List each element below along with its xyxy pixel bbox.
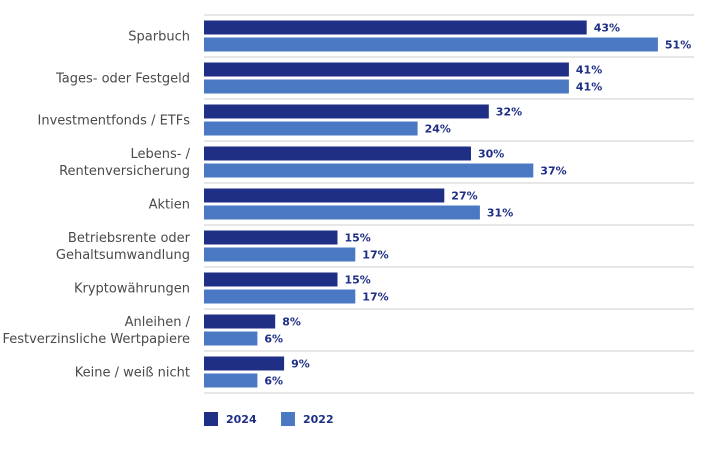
bar-2022: [204, 205, 480, 220]
category-label: Sparbuch: [128, 30, 190, 45]
category-label: Aktien: [149, 198, 190, 213]
value-label-2022: 37%: [540, 165, 566, 178]
category-label-line: Keine / weiß nicht: [75, 366, 190, 381]
bar-2024: [204, 356, 285, 371]
bar-2022: [204, 79, 569, 94]
bar-2022: [204, 331, 258, 346]
legend: 2024 2022: [204, 412, 334, 426]
legend-label-2024: 2024: [226, 413, 257, 426]
bar-2024: [204, 272, 338, 287]
value-label-2024: 41%: [576, 64, 602, 77]
value-label-2024: 15%: [345, 232, 371, 245]
category-label-line: Tages- oder Festgeld: [55, 72, 190, 87]
value-label-2024: 32%: [496, 106, 522, 119]
legend-label-2022: 2022: [303, 413, 334, 426]
category-label-line: Rentenversicherung: [59, 164, 190, 179]
value-label-2022: 17%: [362, 249, 388, 262]
value-label-2022: 41%: [576, 81, 602, 94]
bar-2024: [204, 62, 569, 77]
bar-2024: [204, 104, 489, 119]
legend-swatch-2024: [204, 412, 218, 426]
value-label-2024: 43%: [594, 22, 620, 35]
bar-2022: [204, 247, 356, 262]
value-label-2024: 8%: [282, 316, 301, 329]
category-label: Tages- oder Festgeld: [55, 72, 190, 87]
category-label-line: Sparbuch: [128, 30, 190, 45]
bar-2024: [204, 314, 276, 329]
category-label-line: Betriebsrente oder: [68, 231, 191, 246]
category-label: Lebens- / Rentenversicherung: [59, 147, 191, 179]
bar-2022: [204, 373, 258, 388]
value-labels: 43% 51% 41% 41% 32% 24% 30% 37% 27% 31% 15% 17% 15% 1…: [264, 22, 691, 388]
bar-2024: [204, 230, 338, 245]
value-label-2024: 27%: [451, 190, 477, 203]
category-label-line: Aktien: [149, 198, 190, 213]
value-label-2022: 31%: [487, 207, 513, 220]
category-label-line: Festverzinsliche Wertpapiere: [2, 332, 190, 347]
value-label-2022: 17%: [362, 291, 388, 304]
bar-2024: [204, 188, 445, 203]
category-label-line: Gehaltsumwandlung: [56, 248, 190, 263]
value-label-2022: 51%: [665, 39, 691, 52]
value-label-2024: 9%: [291, 358, 310, 371]
category-label-line: Lebens- /: [131, 147, 191, 162]
category-label-line: Anleihen /: [125, 315, 191, 330]
legend-swatch-2022: [281, 412, 295, 426]
bar-2024: [204, 146, 471, 161]
value-label-2022: 6%: [264, 333, 283, 346]
bar-2022: [204, 289, 356, 304]
category-label: Keine / weiß nicht: [75, 366, 190, 381]
value-label-2024: 30%: [478, 148, 504, 161]
category-label-line: Kryptowährungen: [74, 282, 190, 297]
category-label: Betriebsrente oder Gehaltsumwandlung: [56, 231, 191, 263]
category-label-line: Investmentfonds / ETFs: [38, 114, 191, 129]
bar-2024: [204, 20, 587, 35]
value-label-2024: 15%: [345, 274, 371, 287]
category-labels: Sparbuch Tages- oder Festgeld Investmentfo…: [2, 30, 190, 381]
category-label: Investmentfonds / ETFs: [38, 114, 191, 129]
bar-2022: [204, 163, 534, 178]
bars: [204, 20, 658, 388]
value-label-2022: 24%: [425, 123, 451, 136]
value-label-2022: 6%: [264, 375, 283, 388]
row-separators: [204, 14, 694, 394]
category-label: Anleihen / Festverzinsliche Wertpapiere: [2, 315, 190, 347]
bar-2022: [204, 37, 658, 52]
category-label: Kryptowährungen: [74, 282, 190, 297]
bar-2022: [204, 121, 418, 136]
